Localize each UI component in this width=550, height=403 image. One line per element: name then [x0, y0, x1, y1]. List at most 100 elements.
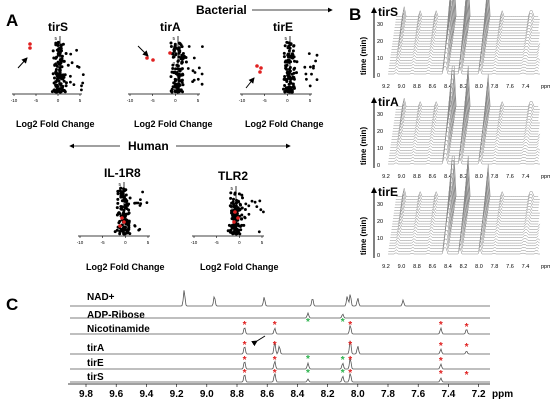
- volcano-point: [52, 56, 56, 60]
- volcano-y-tick-label: 5: [118, 182, 121, 187]
- volcano-point: [179, 79, 183, 83]
- volcano-point: [282, 55, 286, 59]
- volcano-point: [56, 60, 60, 64]
- c-x-tick-label: 9.0: [200, 389, 214, 400]
- stack-y-label: time (min): [359, 127, 368, 166]
- stack-trace: [388, 61, 539, 72]
- stack-title: tirA: [378, 95, 399, 109]
- volcano-point: [184, 60, 188, 64]
- volcano-point: [127, 211, 131, 215]
- c-x-tick-label: 9.4: [139, 389, 153, 400]
- volcano-x-tick-label: -10: [77, 240, 84, 245]
- volcano-point: [237, 200, 241, 204]
- stack-x-tick-label: 8.4: [444, 264, 452, 270]
- volcano-point: [243, 208, 247, 211]
- volcano-hit-point: [28, 42, 32, 46]
- volcano-point: [180, 61, 184, 65]
- volcano-x-tick-label: -5: [263, 98, 267, 103]
- volcano-point: [284, 59, 288, 63]
- volcano-point: [201, 45, 204, 48]
- volcano-point: [232, 226, 236, 230]
- volcano-point: [169, 75, 173, 79]
- volcano-point: [53, 76, 56, 80]
- volcano-point: [283, 75, 287, 78]
- volcano-point: [180, 73, 184, 77]
- volcano-point: [122, 198, 126, 202]
- volcano-x-tick-label: -5: [34, 98, 38, 103]
- stack-trace: [390, 212, 540, 233]
- volcano-point: [118, 232, 122, 236]
- volcano-point: [51, 72, 55, 76]
- volcano-point: [290, 56, 294, 60]
- volcano-point: [171, 63, 175, 67]
- volcano-point: [172, 81, 176, 85]
- stack-y-tick-label: 20: [377, 219, 383, 225]
- volcano-xlabel: Log2 Fold Change: [86, 262, 165, 272]
- volcano-x-tick-label: 5: [197, 98, 200, 103]
- trace-label-tira: tirA: [87, 343, 104, 354]
- volcano-point: [59, 44, 63, 48]
- c-peak-marker: *: [243, 320, 247, 331]
- volcano-point: [54, 71, 58, 74]
- volcano-point: [171, 85, 175, 89]
- volcano-hit-point: [259, 66, 263, 70]
- volcano-point: [116, 189, 120, 193]
- c-peak-marker: *: [243, 368, 247, 379]
- volcano-point: [292, 44, 296, 48]
- volcano-point: [191, 69, 195, 73]
- volcano-point: [117, 211, 121, 215]
- volcano-point: [177, 55, 181, 59]
- stack-y-tick-label: 20: [377, 39, 383, 45]
- volcano-point: [235, 227, 239, 231]
- volcano-point: [285, 87, 289, 91]
- volcano-point: [123, 228, 127, 232]
- volcano-point: [262, 210, 265, 214]
- c-peak-marker: *: [348, 368, 352, 379]
- c-peak-marker: *: [341, 368, 345, 379]
- volcano-x-tick-label: -10: [11, 98, 18, 103]
- volcano-point: [141, 190, 145, 194]
- stack-trace: [388, 157, 540, 165]
- volcano-point: [291, 82, 295, 86]
- c-trace: [70, 373, 490, 383]
- volcano-hit-point: [145, 56, 149, 60]
- volcano-title: tirS: [48, 20, 68, 34]
- volcano-point: [125, 220, 129, 224]
- volcano-point: [304, 72, 308, 76]
- volcano-point: [238, 224, 242, 228]
- volcano-point: [54, 83, 58, 87]
- volcano-point: [257, 230, 261, 234]
- volcano-point: [169, 41, 173, 45]
- volcano-point: [64, 52, 68, 55]
- volcano-point: [308, 84, 312, 88]
- volcano-point: [174, 67, 177, 71]
- volcano-point: [120, 228, 123, 231]
- volcano-point: [229, 205, 233, 208]
- volcano-title: IL-1R8: [104, 166, 141, 180]
- volcano-point: [58, 69, 62, 73]
- volcano-point: [173, 89, 177, 93]
- volcano-x-tick-label: 5: [309, 98, 312, 103]
- volcano-point: [258, 199, 262, 203]
- stack-trace: [388, 243, 539, 252]
- volcano-point: [64, 84, 68, 88]
- stack-plot-tira: tirA time (min) 0 10 20 30 9.2 9.0 8.8 8.6 8.4 8.2…: [359, 65, 550, 180]
- volcano-x-tick-label: -10: [127, 98, 134, 103]
- stack-y-tick-label: 30: [377, 202, 383, 208]
- stack-y-tick-label: 30: [377, 22, 383, 28]
- c-trace: [70, 340, 490, 355]
- stack-x-tick-label: 8.0: [475, 174, 483, 180]
- volcano-point: [177, 85, 180, 89]
- volcano-hit-point: [233, 210, 237, 214]
- volcano-point: [173, 42, 177, 46]
- volcano-hit-point: [258, 70, 262, 74]
- volcano-point: [55, 64, 59, 68]
- volcano-point: [173, 46, 176, 50]
- c-unit: ppm: [492, 389, 513, 400]
- volcano-point: [295, 60, 299, 64]
- c-x-tick-label: 9.8: [79, 389, 93, 400]
- volcano-point: [128, 196, 132, 200]
- volcano-hit-point: [122, 220, 126, 224]
- volcano-point: [60, 57, 64, 61]
- volcano-point: [66, 63, 70, 67]
